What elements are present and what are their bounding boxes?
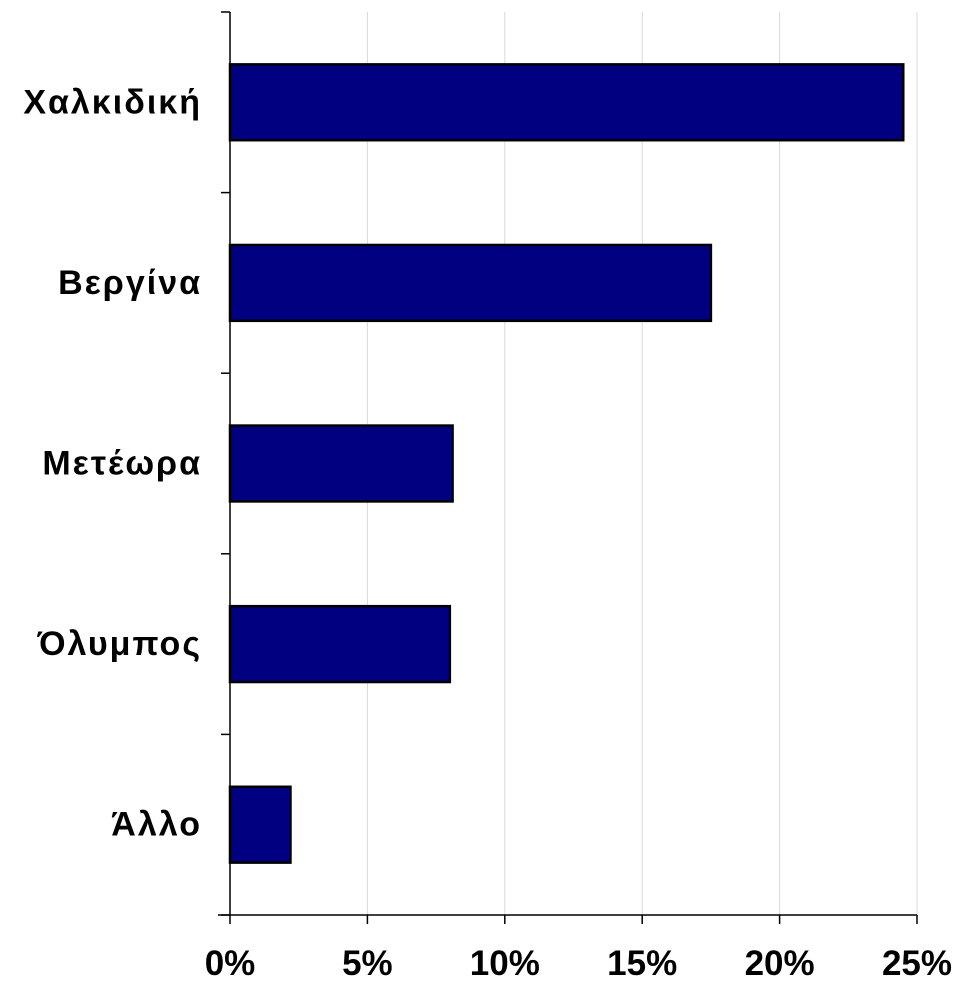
axes bbox=[218, 11, 918, 924]
bars bbox=[228, 63, 905, 864]
bar bbox=[228, 604, 452, 684]
category-label: Χαλκιδική bbox=[23, 83, 202, 121]
x-tick-label: 0% bbox=[205, 944, 256, 983]
category-label: Βεργίνα bbox=[58, 264, 202, 302]
gridlines bbox=[366, 12, 918, 915]
bar bbox=[228, 63, 905, 142]
category-label: Όλυμπος bbox=[36, 625, 202, 663]
bar bbox=[228, 424, 454, 503]
x-tick-label: 15% bbox=[607, 944, 677, 983]
x-tick-label: 10% bbox=[470, 944, 540, 983]
x-tick-label: 25% bbox=[882, 944, 952, 983]
labels: Χαλκιδική Βεργίνα Μετέωρα Όλυμπος Άλλο 0% 5% 10… bbox=[23, 83, 952, 983]
x-tick-label: 20% bbox=[745, 944, 815, 983]
category-label: Μετέωρα bbox=[42, 445, 202, 483]
bar bbox=[228, 785, 292, 864]
bar bbox=[228, 243, 713, 323]
category-label: Άλλο bbox=[111, 806, 202, 844]
x-tick-label: 5% bbox=[342, 944, 393, 983]
